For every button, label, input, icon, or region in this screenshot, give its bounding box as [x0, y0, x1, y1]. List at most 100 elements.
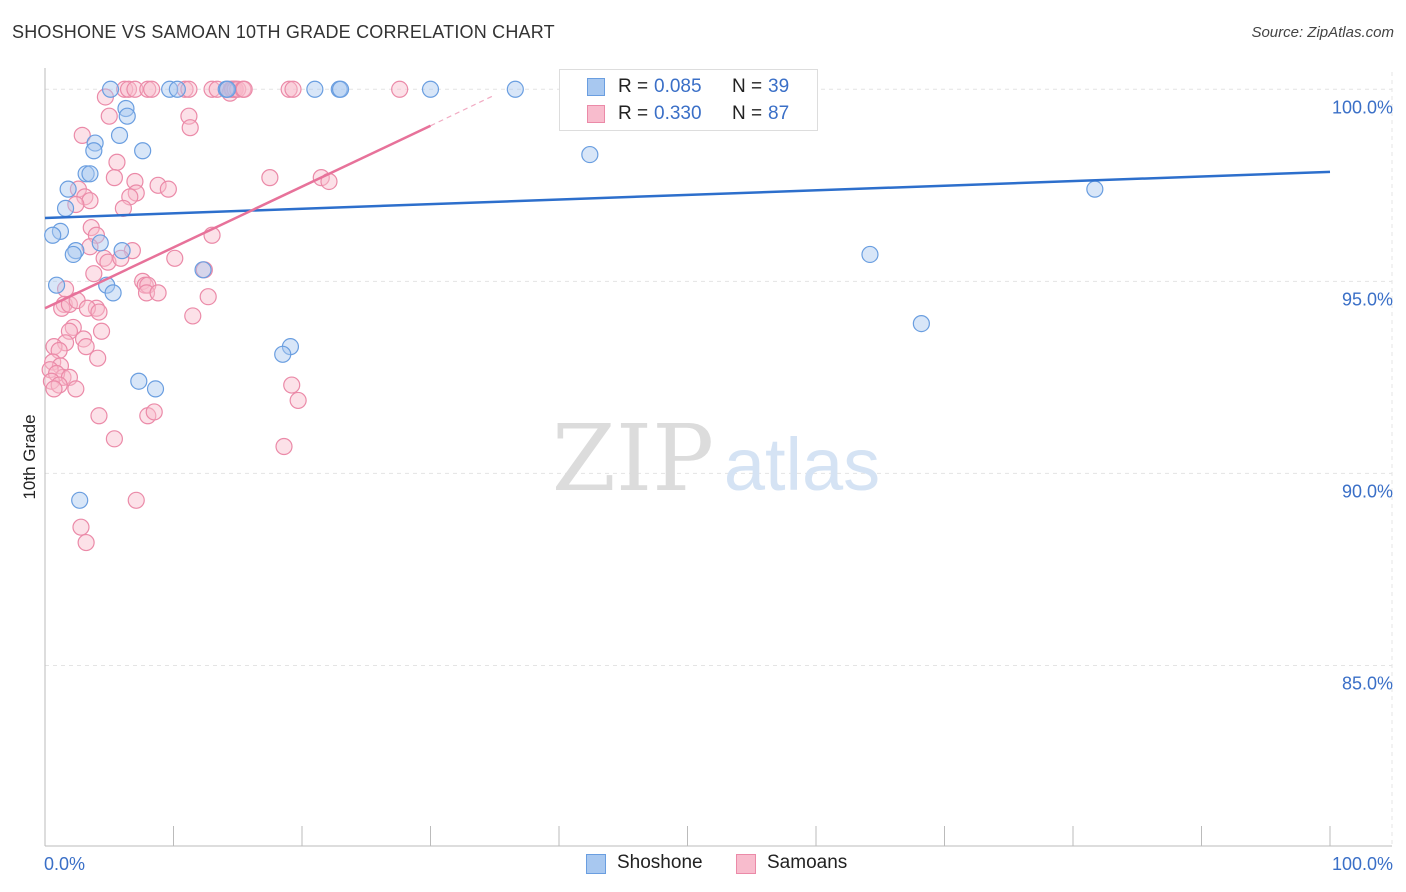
r-value: 0.085: [654, 76, 702, 97]
shoshone-point: [56, 199, 75, 217]
shoshone-point: [71, 491, 89, 509]
y-axis-label: 10th Grade: [20, 414, 39, 500]
shoshone-swatch: [587, 78, 605, 96]
shoshone-point: [134, 142, 152, 160]
samoan-point: [90, 303, 108, 321]
shoshone-point: [77, 165, 95, 183]
samoan-point: [100, 107, 118, 125]
x-tick-label: 100.0%: [1332, 854, 1393, 874]
samoan-trend-extension: [430, 94, 496, 127]
shoshone-point: [421, 80, 440, 98]
samoan-legend-swatch: [736, 854, 756, 874]
n-label: N =: [732, 76, 763, 97]
samoan-point: [85, 265, 103, 283]
chart-title: SHOSHONE VS SAMOAN 10TH GRADE CORRELATIO…: [12, 22, 555, 42]
samoan-point: [119, 80, 138, 98]
samoan-trend-line: [44, 124, 432, 310]
samoan-point: [77, 338, 95, 356]
shoshone-point: [47, 276, 66, 294]
r-value: 0.330: [654, 103, 702, 124]
samoan-point: [284, 80, 302, 98]
samoan-point: [67, 380, 85, 398]
shoshone-point: [306, 80, 324, 98]
shoshone-point: [168, 80, 186, 98]
shoshone-point: [81, 165, 99, 183]
samoan-point: [280, 80, 298, 98]
samoan-point: [139, 80, 157, 98]
watermark-atlas: atlas: [724, 423, 880, 506]
samoan-point: [199, 288, 217, 306]
samoan-swatch: [587, 105, 605, 123]
y-tick-label: 85.0%: [1342, 673, 1393, 693]
shoshone-legend-swatch: [586, 854, 606, 874]
samoan-point: [45, 380, 63, 398]
samoan-point: [92, 322, 111, 340]
samoan-point: [105, 169, 123, 187]
samoan-point: [184, 307, 202, 325]
shoshone-point: [581, 145, 599, 164]
shoshone-point: [274, 345, 292, 363]
samoan-point: [81, 192, 99, 210]
samoan-point: [127, 491, 145, 509]
shoshone-point: [113, 242, 131, 260]
samoan-point: [235, 80, 253, 98]
samoan-point: [126, 80, 144, 98]
n-label: N =: [732, 103, 763, 124]
samoan-point: [275, 437, 293, 456]
n-value: 87: [768, 103, 790, 124]
samoan-point: [149, 176, 167, 194]
samoan-point: [90, 407, 108, 425]
shoshone-point: [1086, 180, 1104, 198]
samoan-point: [72, 518, 90, 536]
samoan-point: [391, 80, 409, 98]
samoan-point: [283, 376, 301, 394]
samoan-point: [77, 533, 95, 552]
samoan-point: [181, 119, 199, 137]
source-label: Source: ZipAtlas.com: [1251, 24, 1394, 41]
samoan-point: [108, 153, 126, 171]
samoan-point: [143, 80, 161, 98]
samoan-point: [145, 403, 163, 421]
samoan-point: [261, 169, 279, 187]
r-label: R =: [618, 103, 649, 124]
shoshone-point: [51, 222, 70, 241]
shoshone-point: [64, 245, 82, 264]
r-label: R =: [618, 76, 649, 97]
legend-row-samoan: R = 0.330 N = 87: [560, 101, 817, 127]
shoshone-point: [44, 226, 62, 244]
samoan-point: [159, 180, 177, 198]
samoan-point: [81, 238, 99, 256]
shoshone-point: [506, 80, 524, 98]
y-tick-label: 100.0%: [1332, 97, 1393, 117]
shoshone-point: [146, 380, 165, 398]
shoshone-point: [218, 80, 237, 98]
shoshone-point: [85, 142, 103, 160]
samoan-point: [73, 126, 91, 144]
shoshone-point: [861, 245, 879, 264]
shoshone-point: [912, 314, 930, 333]
n-value: 39: [768, 76, 790, 97]
legend-row-shoshone: R = 0.085 N = 39: [560, 74, 817, 100]
samoan-point: [89, 349, 107, 367]
shoshone-point: [110, 126, 129, 144]
y-tick-label: 90.0%: [1342, 481, 1393, 501]
stats-legend: R = 0.085 N = 39 R = 0.330 N = 87: [559, 69, 818, 131]
shoshone-point: [104, 284, 122, 302]
shoshone-point: [194, 261, 212, 279]
samoan-point: [149, 284, 167, 302]
samoan-point: [166, 249, 184, 267]
samoan-point: [105, 430, 123, 448]
shoshone-point: [91, 234, 109, 252]
samoan-legend-label: Samoans: [767, 852, 848, 873]
shoshone-point: [130, 372, 148, 390]
samoan-point: [67, 195, 85, 214]
watermark-zip: ZIP: [552, 405, 714, 512]
shoshone-trend-line: [44, 170, 1331, 220]
shoshone-point: [101, 80, 120, 98]
x-tick-label: 0.0%: [44, 854, 85, 874]
shoshone-point: [118, 107, 136, 125]
shoshone-legend-label: Shoshone: [617, 852, 703, 873]
shoshone-point: [331, 80, 350, 98]
samoan-point: [289, 391, 307, 410]
